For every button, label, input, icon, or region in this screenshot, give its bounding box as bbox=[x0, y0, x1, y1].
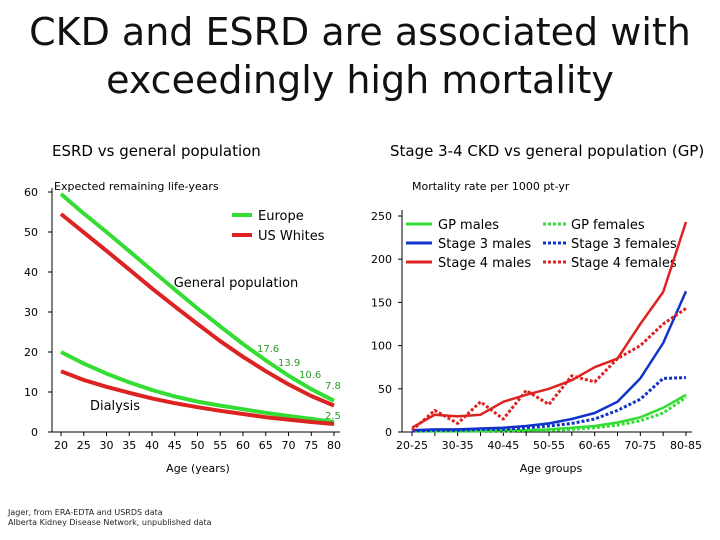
annotation-value-7-8: 7.8 bbox=[325, 381, 341, 392]
left-y-tick-label: 0 bbox=[31, 426, 38, 439]
right-x-tick-label: 80-85 bbox=[670, 439, 702, 452]
right-x-tick-label: 60-65 bbox=[579, 439, 611, 452]
footnote-line-2: Alberta Kidney Disease Network, unpublis… bbox=[8, 518, 212, 527]
source-footnote: Jager, from ERA-EDTA and USRDS data Albe… bbox=[8, 508, 212, 528]
left-series-dialysis-us-whites-3 bbox=[60, 369, 335, 426]
legend-us-whites-label: US Whites bbox=[258, 229, 325, 244]
legend-stage3-females-label: Stage 3 females bbox=[571, 237, 677, 252]
left-x-tick-label: 35 bbox=[122, 439, 136, 452]
legend-stage4-males-label: Stage 4 males bbox=[438, 256, 531, 271]
right-x-tick-label: 20-25 bbox=[396, 439, 428, 452]
slide-title-line-2: exceedingly high mortality bbox=[106, 58, 614, 102]
annotation-value-13-9: 13.9 bbox=[278, 358, 300, 369]
right-y-tick-label: 150 bbox=[371, 296, 392, 309]
slide-title-line-1: CKD and ESRD are associated with bbox=[29, 10, 691, 54]
left-series-europe-0 bbox=[59, 192, 335, 403]
left-x-tick-label: 80 bbox=[327, 439, 341, 452]
right-x-tick-label: 70-75 bbox=[624, 439, 656, 452]
right-series-stage-4-females bbox=[411, 307, 687, 432]
right-y-tick-label: 0 bbox=[385, 426, 392, 439]
left-x-tick-label: 50 bbox=[191, 439, 205, 452]
right-x-tick-label: 50-55 bbox=[533, 439, 565, 452]
right-y-tick-label: 50 bbox=[378, 383, 392, 396]
left-y-tick-label: 10 bbox=[24, 386, 38, 399]
left-y-tick-label: 30 bbox=[24, 306, 38, 319]
right-y-tick-label: 250 bbox=[371, 210, 392, 223]
left-x-tick-label: 30 bbox=[100, 439, 114, 452]
left-x-tick-label: 55 bbox=[213, 439, 227, 452]
right-series-stage-4-males bbox=[411, 221, 688, 429]
right-y-tick-label: 100 bbox=[371, 340, 392, 353]
right-chart-subtitle: Mortality rate per 1000 pt-yr bbox=[412, 180, 570, 193]
legend-stage4-females-label: Stage 4 females bbox=[571, 256, 677, 271]
left-x-tick-label: 20 bbox=[54, 439, 68, 452]
left-series-us-whites-1 bbox=[59, 212, 335, 408]
left-y-tick-label: 40 bbox=[24, 266, 38, 279]
legend-stage3-males-label: Stage 3 males bbox=[438, 237, 531, 252]
left-y-tick-label: 60 bbox=[24, 186, 38, 199]
left-chart-subtitle: Expected remaining life-years bbox=[54, 180, 219, 193]
left-y-tick-label: 20 bbox=[24, 346, 38, 359]
left-series-dialysis-europe-2 bbox=[60, 350, 335, 424]
right-y-tick-label: 200 bbox=[371, 253, 392, 266]
slide-title: CKD and ESRD are associated with exceedi… bbox=[0, 8, 720, 104]
left-chart-title: ESRD vs general population bbox=[52, 142, 261, 160]
right-x-tick-label: 30-35 bbox=[442, 439, 474, 452]
left-y-tick-label: 50 bbox=[24, 226, 38, 239]
left-x-tick-label: 60 bbox=[236, 439, 250, 452]
right-series-stage-3-males bbox=[411, 290, 688, 432]
left-x-tick-label: 45 bbox=[168, 439, 182, 452]
annotation-value-17-6: 17.6 bbox=[257, 344, 279, 355]
legend-gp-males-label: GP males bbox=[438, 218, 499, 233]
left-x-tick-label: 40 bbox=[145, 439, 159, 452]
right-chart-title: Stage 3-4 CKD vs general population (GP) bbox=[390, 142, 705, 160]
left-x-tick-label: 25 bbox=[77, 439, 91, 452]
legend-gp-females-label: GP females bbox=[571, 218, 645, 233]
left-x-tick-label: 65 bbox=[259, 439, 273, 452]
annotation-value-2-5: 2.5 bbox=[325, 411, 341, 422]
right-series-stage-3-females bbox=[411, 376, 687, 433]
legend-europe-label: Europe bbox=[258, 209, 304, 224]
left-x-tick-label: 70 bbox=[282, 439, 296, 452]
left-x-tick-label: 75 bbox=[304, 439, 318, 452]
annotation-general-population: General population bbox=[174, 276, 299, 291]
annotation-dialysis: Dialysis bbox=[90, 399, 140, 414]
right-chart-xlabel: Age groups bbox=[520, 462, 583, 475]
left-chart-xlabel: Age (years) bbox=[166, 462, 230, 475]
right-x-tick-label: 40-45 bbox=[487, 439, 519, 452]
annotation-value-10-6: 10.6 bbox=[299, 370, 321, 381]
footnote-line-1: Jager, from ERA-EDTA and USRDS data bbox=[8, 508, 163, 517]
